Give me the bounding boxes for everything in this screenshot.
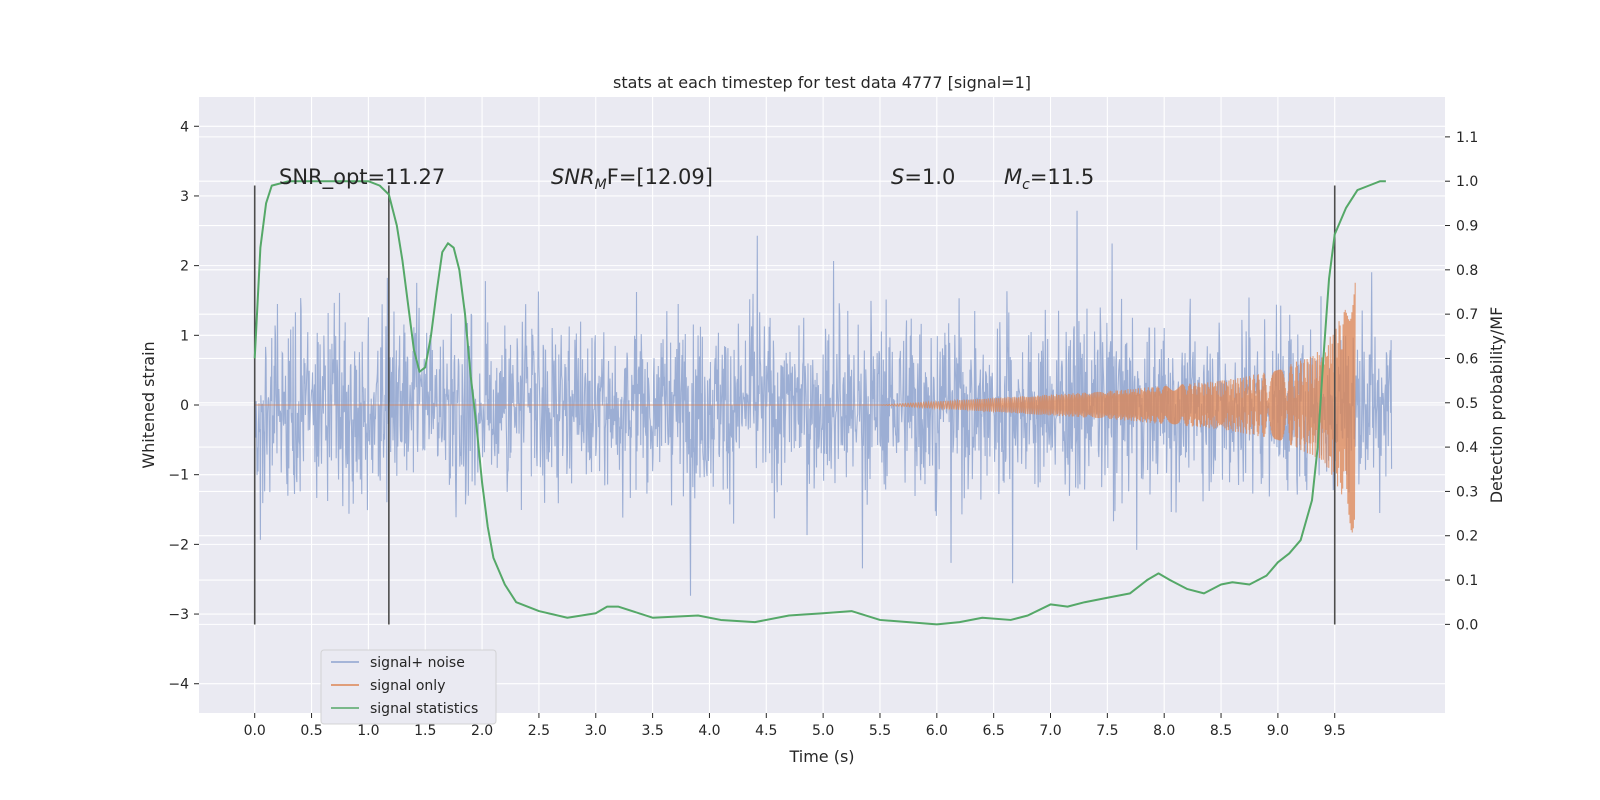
x-tick-label: 0.0 <box>244 723 266 739</box>
legend: signal+ noise signal only signal statist… <box>320 649 497 725</box>
x-tick-label: 5.5 <box>869 723 891 739</box>
y-right-tick-label: 0.9 <box>1456 219 1478 235</box>
mc-subscript: c <box>1022 177 1030 193</box>
snr-opt-annotation: SNR_opt=11.27 <box>279 165 445 190</box>
legend-label-signal-noise: signal+ noise <box>370 655 465 671</box>
snr-mf-subscript: M <box>595 177 607 193</box>
signal-noise-line <box>254 210 1393 596</box>
s-value: =1.0 <box>904 165 955 189</box>
legend-box <box>320 649 497 725</box>
snr-mf-value: F=[12.09] <box>607 165 713 189</box>
y-right-tick-label: 0.5 <box>1456 396 1478 412</box>
y-tick-label: 2 <box>180 259 189 275</box>
x-tick-label: 2.5 <box>528 723 550 739</box>
y-right-tick-label: 0.1 <box>1456 573 1478 589</box>
x-tick-label: 6.0 <box>926 723 948 739</box>
mc-annotation: Mc=11.5 <box>1004 165 1094 193</box>
y-right-tick-label: 1.1 <box>1456 130 1478 146</box>
y-tick-label: 4 <box>180 119 189 135</box>
y-tick-label: −1 <box>168 468 189 484</box>
y-right-tick-label: 0.4 <box>1456 440 1478 456</box>
snr-mf-base: SNR <box>551 165 595 189</box>
y-tick-label: 1 <box>180 328 189 344</box>
y-right-tick-label: 0.0 <box>1456 617 1478 633</box>
y-right-tick-label: 0.3 <box>1456 484 1478 500</box>
x-axis-label: Time (s) <box>788 747 854 766</box>
chart-title: stats at each timestep for test data 477… <box>613 73 1031 92</box>
x-tick-label: 9.0 <box>1267 723 1289 739</box>
x-tick-label: 5.0 <box>812 723 834 739</box>
x-tick-label: 7.5 <box>1096 723 1118 739</box>
x-tick-label: 1.0 <box>357 723 379 739</box>
x-tick-label: 0.5 <box>300 723 322 739</box>
y-axis-label: Whitened strain <box>139 341 158 468</box>
x-tick-label: 6.5 <box>983 723 1005 739</box>
mc-value: =11.5 <box>1030 165 1094 189</box>
signal-statistics-line <box>253 180 1386 626</box>
x-tick-label: 9.5 <box>1324 723 1346 739</box>
y-right-tick-label: 0.7 <box>1456 307 1478 323</box>
legend-label-signal-statistics: signal statistics <box>370 701 478 717</box>
snr-mf-annotation: SNRMF=[12.09] <box>551 165 713 193</box>
y-right-tick-label: 1.0 <box>1456 174 1478 190</box>
s-annotation: S=1.0 <box>891 165 955 189</box>
y-tick-label: −4 <box>168 677 189 693</box>
x-tick-label: 4.5 <box>755 723 777 739</box>
signal-noise-series <box>254 210 1393 596</box>
axis-ticks: 0.0 0.5 1.0 1.5 2.0 2.5 3.0 3.5 4.0 4.5 5.0 5.5 6.0 6… <box>168 119 1478 739</box>
y-right-axis-label: Detection probability/MF <box>1487 307 1506 504</box>
signal-only-series <box>254 282 1356 533</box>
y-tick-label: 3 <box>180 189 189 205</box>
x-tick-label: 4.0 <box>698 723 720 739</box>
y-right-tick-label: 0.8 <box>1456 263 1478 279</box>
x-tick-label: 2.0 <box>471 723 493 739</box>
legend-label-signal-only: signal only <box>370 678 445 694</box>
vertical-markers <box>253 185 1336 625</box>
x-tick-label: 3.0 <box>585 723 607 739</box>
x-tick-label: 8.5 <box>1210 723 1232 739</box>
x-tick-label: 3.5 <box>641 723 663 739</box>
signal-statistics-series <box>253 180 1386 626</box>
y-tick-label: −3 <box>168 607 189 623</box>
s-variable: S <box>891 165 904 189</box>
y-right-tick-label: 0.6 <box>1456 351 1478 367</box>
mc-variable: M <box>1004 165 1022 189</box>
signal-only-line <box>254 282 1356 533</box>
y-tick-label: −2 <box>168 537 189 553</box>
x-tick-label: 8.0 <box>1153 723 1175 739</box>
x-tick-label: 7.0 <box>1039 723 1061 739</box>
y-tick-label: 0 <box>180 398 189 414</box>
x-tick-label: 1.5 <box>414 723 436 739</box>
y-right-tick-label: 0.2 <box>1456 529 1478 545</box>
